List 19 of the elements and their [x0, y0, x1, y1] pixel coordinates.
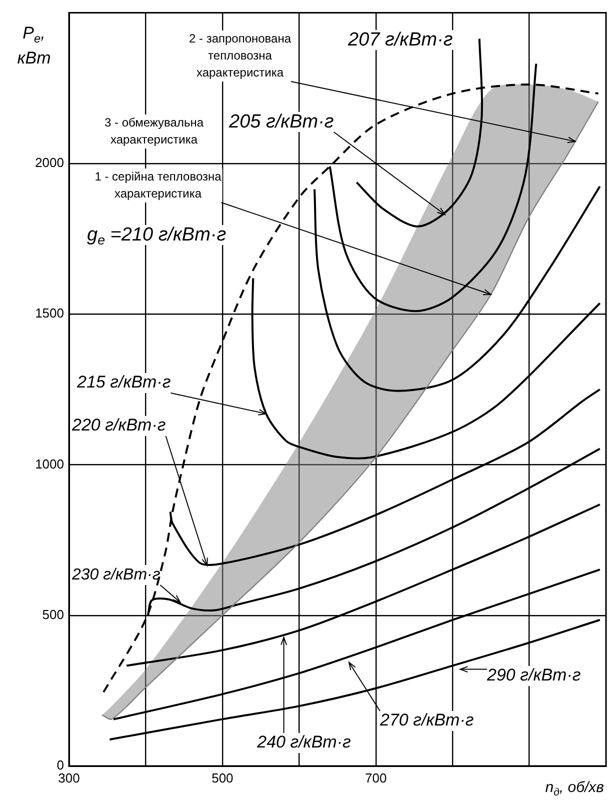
- y-tick-label: 1000: [35, 456, 64, 472]
- y-tick-label: 0: [56, 758, 64, 773]
- y-tick-label: 500: [42, 606, 64, 622]
- annotation: 240 г/кВт·г: [256, 732, 351, 752]
- x-tick-label: 500: [212, 770, 234, 786]
- y-tick-label: 1500: [35, 306, 64, 321]
- annotation: 1 - серійна тепловозна характеристика: [94, 169, 222, 200]
- annotation: 230 г/кВт·г: [71, 566, 160, 584]
- x-tick-label: 700: [365, 770, 387, 786]
- y-tick-label: 2000: [35, 155, 64, 170]
- annotation: 270 г/кВт·г: [379, 710, 474, 730]
- annotation: 215 г/кВт·г: [76, 372, 171, 392]
- annotation: 220 г/кВт·г: [71, 416, 166, 435]
- annotation: 205 г/кВт·г: [228, 111, 334, 132]
- annotation: 207 г/кВт·г: [347, 29, 453, 50]
- x-tick-label: 300: [58, 770, 80, 786]
- annotation: 3 - обмежувальна характеристика: [104, 115, 204, 146]
- annotation: 2 - запропонована тепловозна характеристика: [188, 31, 292, 80]
- annotation: 290 г/кВт·г: [486, 666, 581, 685]
